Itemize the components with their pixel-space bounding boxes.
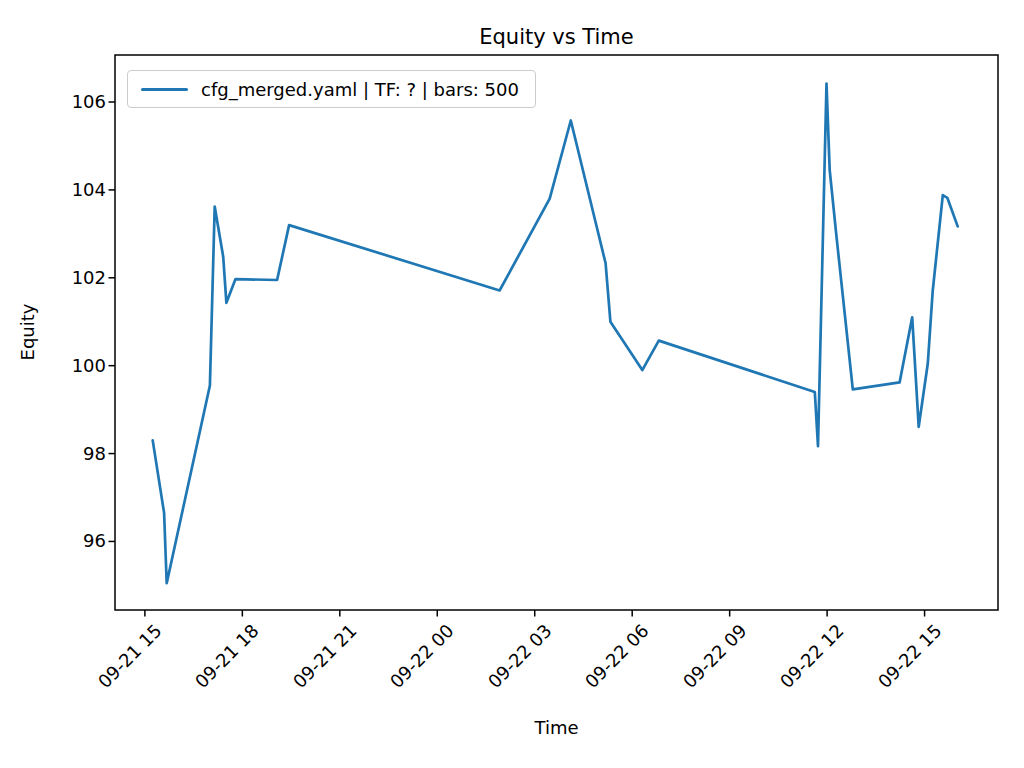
legend-line-sample-icon	[141, 88, 188, 91]
y-tick-label: 106	[72, 91, 106, 113]
y-tick-label: 96	[83, 530, 106, 552]
y-tick-label: 98	[83, 443, 106, 465]
x-axis-label: Time	[115, 717, 998, 738]
figure: Equity vs Time Time Equity cfg_merged.ya…	[0, 0, 1024, 768]
axes-frame	[115, 55, 998, 610]
y-tick-label: 104	[72, 179, 106, 201]
y-axis-label: Equity	[17, 304, 38, 361]
chart-title: Equity vs Time	[115, 25, 998, 49]
y-tick-label: 102	[72, 267, 106, 289]
y-tick-label: 100	[72, 355, 106, 377]
equity-line	[153, 84, 958, 584]
legend-label: cfg_merged.yaml | TF: ? | bars: 500	[201, 79, 519, 100]
legend: cfg_merged.yaml | TF: ? | bars: 500	[127, 70, 536, 108]
